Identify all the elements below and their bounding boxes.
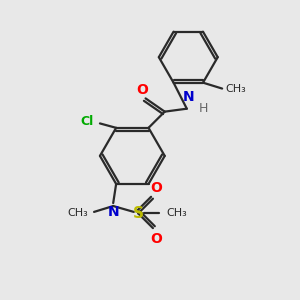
Text: N: N [107,205,119,218]
Text: CH₃: CH₃ [68,208,88,218]
Text: O: O [150,181,162,195]
Text: H: H [198,102,208,115]
Text: Cl: Cl [81,116,94,128]
Text: CH₃: CH₃ [166,208,187,218]
Text: O: O [150,232,162,246]
Text: S: S [133,206,144,221]
Text: CH₃: CH₃ [226,84,246,94]
Text: N: N [182,90,194,104]
Text: O: O [136,83,148,97]
